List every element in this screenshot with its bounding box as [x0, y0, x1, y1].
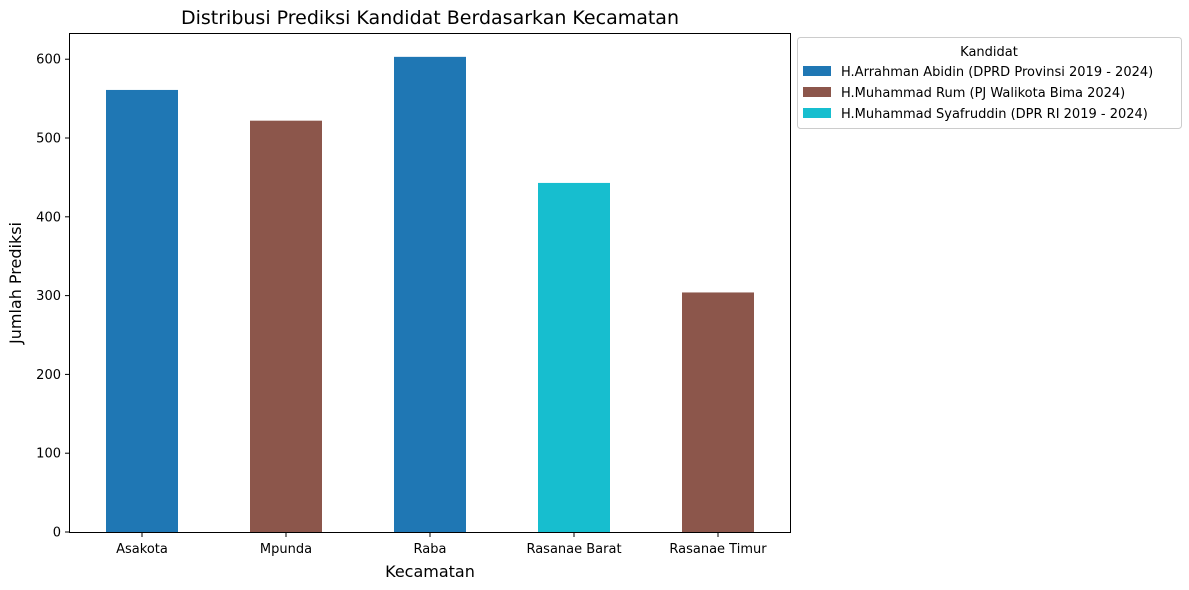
- bar-raba-series-0: [394, 56, 466, 533]
- y-axis-label: Jumlah Prediksi: [6, 222, 25, 345]
- x-axis-label: Kecamatan: [385, 562, 475, 581]
- x-tick-label: Rasanae Barat: [526, 542, 621, 557]
- x-axis: Asakota Mpunda Raba Rasanae Barat Rasanae Ti…: [116, 532, 767, 557]
- x-tick-label: Rasanae Timur: [669, 542, 767, 557]
- chart-title: Distribusi Prediksi Kandidat Berdasarkan…: [181, 7, 679, 29]
- legend-title: Kandidat: [960, 45, 1018, 60]
- y-tick-label: 400: [36, 210, 61, 225]
- bar-mpunda-series-1: [250, 120, 322, 532]
- legend-items: H.Arrahman Abidin (DPRD Provinsi 2019 - …: [803, 65, 1153, 122]
- bar-asakota-series-0: [106, 89, 178, 533]
- y-tick-label: 500: [36, 132, 61, 147]
- x-tick-label: Raba: [414, 542, 447, 557]
- x-tick-label: Mpunda: [260, 542, 312, 557]
- bar-rasanae-barat-series-2: [538, 182, 610, 532]
- legend-swatch: [803, 66, 831, 76]
- legend-label: H.Muhammad Syafruddin (DPR RI 2019 - 202…: [841, 107, 1148, 122]
- y-tick-label: 600: [36, 53, 61, 68]
- x-tick-label: Asakota: [116, 542, 168, 557]
- legend-frame: [797, 37, 1182, 129]
- y-tick-label: 0: [53, 526, 61, 541]
- y-axis: 0 100 200 300 400 500 600: [36, 53, 70, 541]
- bar-rasanae-timur-series-1: [682, 292, 754, 532]
- legend-swatch: [803, 87, 831, 97]
- legend: Kandidat H.Arrahman Abidin (DPRD Provins…: [797, 37, 1182, 129]
- y-tick-label: 200: [36, 368, 61, 383]
- y-tick-label: 300: [36, 289, 61, 304]
- y-tick-label: 100: [36, 447, 61, 462]
- legend-label: H.Arrahman Abidin (DPRD Provinsi 2019 - …: [841, 65, 1153, 80]
- plot-area: [106, 56, 754, 533]
- legend-label: H.Muhammad Rum (PJ Walikota Bima 2024): [841, 86, 1125, 101]
- legend-swatch: [803, 108, 831, 118]
